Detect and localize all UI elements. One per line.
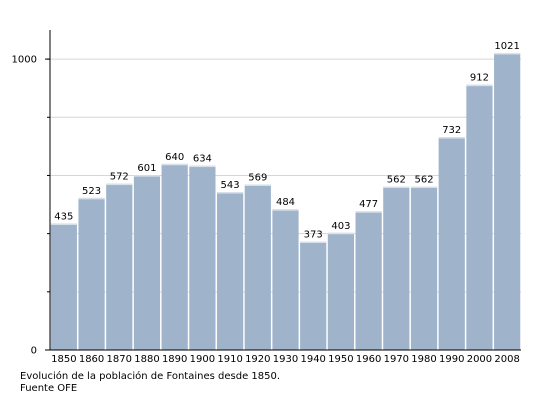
data-label-2008: 1021: [494, 41, 519, 52]
bars: [50, 52, 521, 351]
bar-1890: [161, 163, 188, 350]
x-tick-label-1970: 1970: [384, 354, 409, 365]
bar-highlight-1950: [327, 232, 355, 235]
x-tick-label-1880: 1880: [134, 354, 159, 365]
caption-line-1: Evolución de la población de Fontaines d…: [20, 371, 281, 382]
bar-highlight-2008: [494, 52, 521, 55]
data-label-1960: 477: [359, 199, 378, 210]
bar-1900: [189, 165, 216, 350]
data-label-1950: 403: [331, 221, 350, 232]
x-tick-label-2000: 2000: [467, 354, 492, 365]
bar-highlight-1940: [300, 241, 327, 243]
bar-1980: [410, 186, 438, 350]
bar-highlight-1900: [189, 165, 216, 168]
chart-caption: Evolución de la población de Fontaines d…: [20, 371, 280, 395]
bar-1940: [300, 241, 327, 350]
data-label-1900: 634: [193, 154, 212, 165]
bar-1920: [244, 184, 271, 350]
bar-1950: [327, 232, 355, 350]
x-tick-label-1990: 1990: [439, 354, 464, 365]
axes: 1850 1860 1870 1880 1890 1900 1910 1920 1930 1940…: [12, 30, 521, 365]
x-tick-label-1870: 1870: [107, 354, 132, 365]
bar-1860: [78, 197, 105, 350]
bar-1870: [106, 183, 133, 350]
bar-highlight-1960: [355, 211, 382, 213]
bar-highlight-2000: [466, 84, 493, 87]
x-tick-label-1900: 1900: [190, 354, 215, 365]
bar-highlight-1880: [133, 175, 161, 177]
bar-1880: [133, 175, 161, 350]
x-tick-label-1890: 1890: [162, 354, 187, 365]
bar-1910: [216, 192, 244, 350]
data-label-1860: 523: [82, 186, 101, 197]
bar-highlight-1850: [50, 223, 77, 225]
x-tick-label-1850: 1850: [51, 354, 76, 365]
data-label-1920: 569: [248, 172, 267, 183]
bar-highlight-1870: [106, 183, 133, 186]
bar-2008: [494, 52, 521, 351]
bar-1930: [272, 209, 299, 350]
data-label-1930: 484: [276, 197, 295, 208]
data-label-1890: 640: [165, 152, 184, 163]
data-label-1990: 732: [442, 125, 461, 136]
bar-highlight-1980: [410, 186, 438, 189]
x-tick-label-1950: 1950: [328, 354, 353, 365]
caption-line-2: Fuente OFE: [20, 383, 78, 394]
data-label-1880: 601: [137, 163, 156, 174]
x-tick-label-1940: 1940: [300, 354, 325, 365]
bar-highlight-1990: [438, 137, 465, 139]
data-label-2000: 912: [470, 73, 489, 84]
bar-1960: [355, 211, 382, 350]
bar-1990: [438, 137, 465, 350]
data-label-1940: 373: [304, 229, 323, 240]
x-tick-label-1980: 1980: [411, 354, 436, 365]
bar-highlight-1890: [161, 163, 188, 166]
y-tick-label-0: 0: [31, 346, 37, 357]
bar-highlight-1910: [216, 192, 244, 194]
x-tick-label-1930: 1930: [273, 354, 298, 365]
y-tick-label-1000: 1000: [12, 55, 37, 66]
x-tick-label-1860: 1860: [79, 354, 104, 365]
data-label-1850: 435: [54, 211, 73, 222]
bar-2000: [466, 84, 493, 350]
data-label-1910: 543: [221, 180, 240, 191]
data-label-1870: 572: [110, 172, 129, 183]
data-label-1970: 562: [387, 175, 406, 186]
x-tick-label-2008: 2008: [494, 354, 519, 365]
x-tick-label-1960: 1960: [356, 354, 381, 365]
bar-highlight-1930: [272, 209, 299, 211]
data-labels: 435 523 572 601 640 634 543 569 484 373 403 477 562 5…: [54, 41, 520, 241]
x-tick-label-1910: 1910: [217, 354, 242, 365]
bar-highlight-1920: [244, 184, 271, 186]
bar-1850: [50, 223, 77, 350]
data-label-1980: 562: [414, 175, 433, 186]
bar-1970: [383, 186, 410, 350]
x-tick-label-1920: 1920: [245, 354, 270, 365]
bar-highlight-1860: [78, 197, 105, 200]
bar-highlight-1970: [383, 186, 410, 189]
